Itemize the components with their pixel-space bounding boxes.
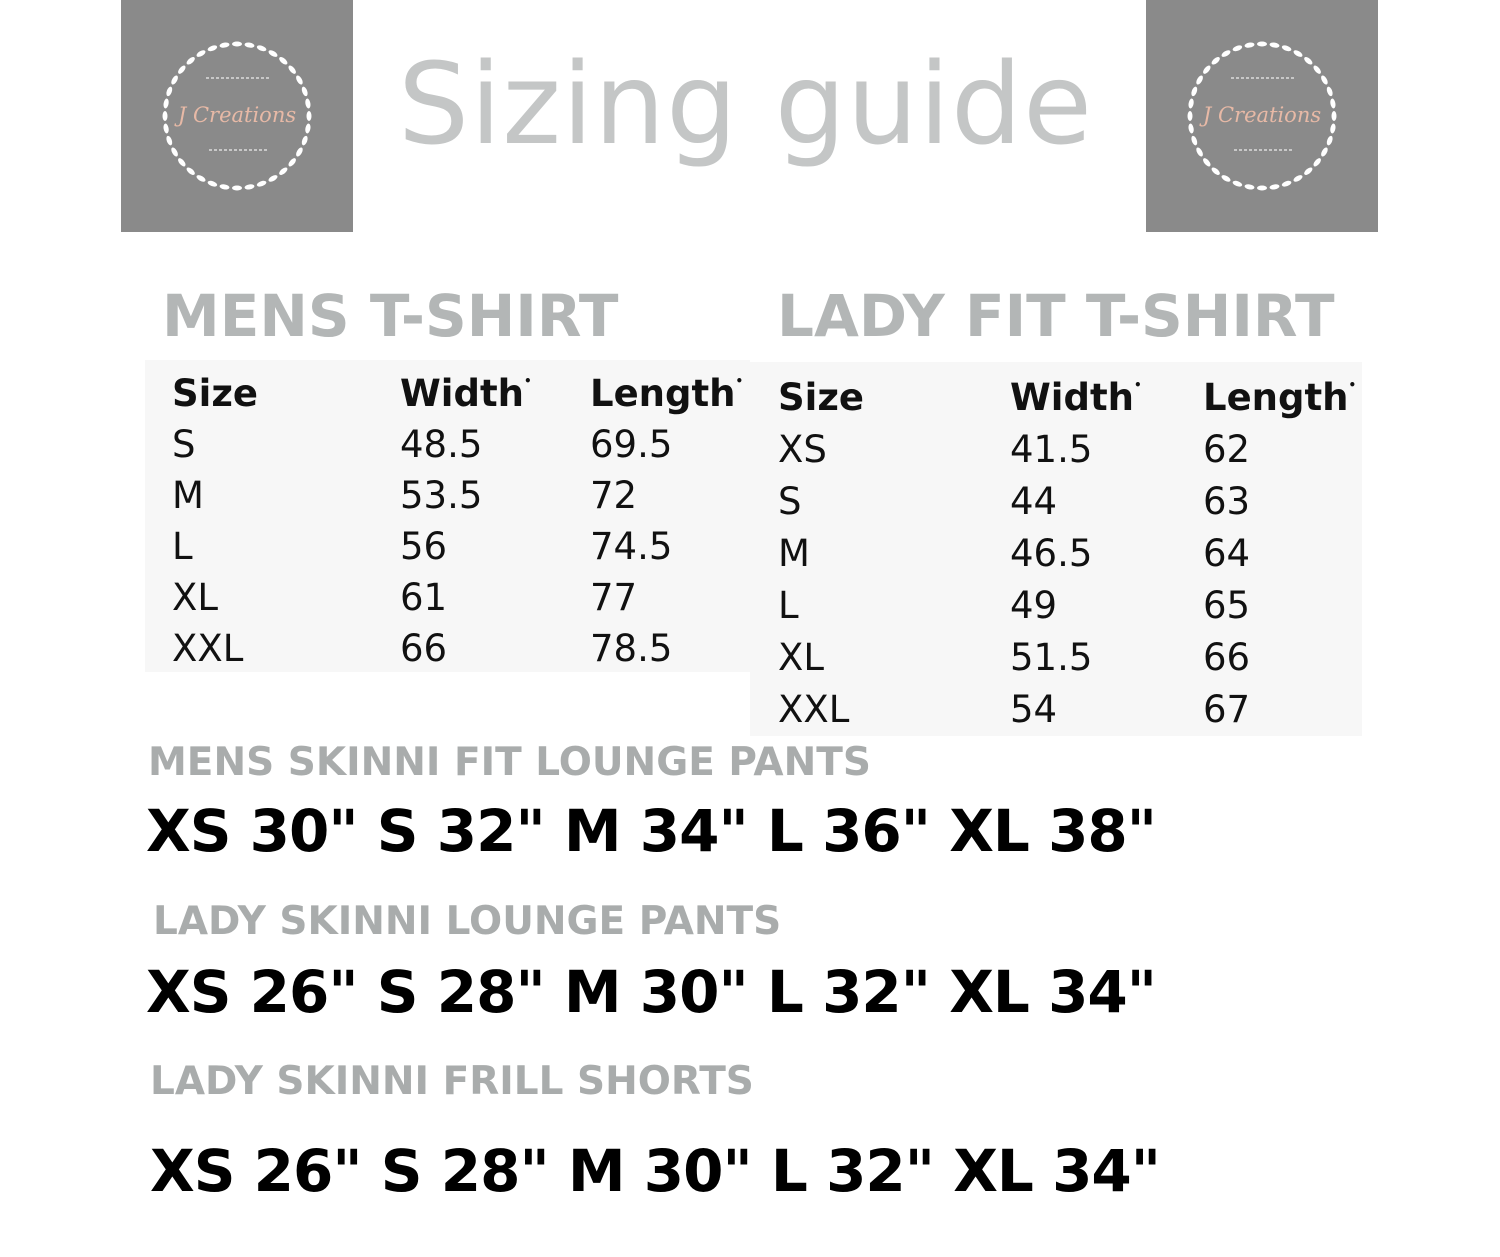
mens_tshirt-cell: L [172,525,193,568]
lady_tshirt-cell: 51.5 [1010,636,1093,679]
lady_tshirt-cell: 67 [1203,688,1251,731]
lady_tshirt-header-size: Size [778,376,864,419]
mens_tshirt-header-width: Width• [400,372,532,415]
pants-sizes-1: XS 30" S 32" M 34" L 36" XL 38" [146,797,1157,865]
mens_tshirt-cell: 56 [400,525,448,568]
mens_tshirt-cell: XXL [172,627,244,670]
shorts-title: LADY SKINNI FRILL SHORTS [150,1059,754,1104]
lady_tshirt-cell: 64 [1203,532,1251,575]
lady_tshirt-cell: 44 [1010,480,1058,523]
mens_tshirt-cell: XL [172,576,218,619]
lady_tshirt-cell: S [778,480,802,523]
mens_tshirt-cell: 74.5 [590,525,673,568]
lady_tshirt-header-length: Length• [1203,376,1357,419]
lady_tshirt-cell: 62 [1203,428,1251,471]
logo-text: J Creations [174,103,296,127]
lady_tshirt-cell: XL [778,636,824,679]
wreath-logo-icon: J Creations [1187,41,1337,191]
mens-tshirt-table [145,360,750,672]
lady-tshirt-table [750,362,1362,736]
lady-tshirt-title: LADY FIT T-SHIRT [777,282,1335,350]
mens_tshirt-cell: 69.5 [590,423,673,466]
mens-tshirt-title: MENS T-SHIRT [162,282,619,350]
pants-sizes-2: XS 26" S 28" M 30" L 32" XL 34" [146,958,1157,1026]
pants-title-2: LADY SKINNI LOUNGE PANTS [153,899,782,944]
mens_tshirt-cell: 78.5 [590,627,673,670]
lady_tshirt-cell: 63 [1203,480,1251,523]
wreath-logo-icon: J Creations [162,41,312,191]
mens_tshirt-cell: 66 [400,627,448,670]
lady_tshirt-cell: 49 [1010,584,1058,627]
lady_tshirt-cell: 54 [1010,688,1058,731]
brand-logo-right: J Creations [1146,0,1378,232]
mens_tshirt-header-length: Length• [590,372,744,415]
mens_tshirt-cell: 48.5 [400,423,483,466]
mens_tshirt-cell: 72 [590,474,638,517]
mens_tshirt-cell: 61 [400,576,448,619]
mens_tshirt-cell: M [172,474,204,517]
mens_tshirt-cell: 77 [590,576,638,619]
lady_tshirt-cell: XS [778,428,827,471]
lady_tshirt-cell: 46.5 [1010,532,1093,575]
shorts-sizes: XS 26" S 28" M 30" L 32" XL 34" [150,1137,1161,1205]
mens_tshirt-cell: 53.5 [400,474,483,517]
lady_tshirt-cell: 41.5 [1010,428,1093,471]
lady_tshirt-cell: XXL [778,688,850,731]
page-title: Sizing guide [398,40,1093,170]
lady_tshirt-cell: 66 [1203,636,1251,679]
brand-logo-left: J Creations [121,0,353,232]
lady_tshirt-cell: M [778,532,810,575]
logo-text: J Creations [1199,103,1321,127]
lady_tshirt-cell: 65 [1203,584,1251,627]
mens_tshirt-header-size: Size [172,372,258,415]
pants-title-1: MENS SKINNI FIT LOUNGE PANTS [148,740,871,785]
mens_tshirt-cell: S [172,423,196,466]
lady_tshirt-header-width: Width• [1010,376,1142,419]
lady_tshirt-cell: L [778,584,799,627]
